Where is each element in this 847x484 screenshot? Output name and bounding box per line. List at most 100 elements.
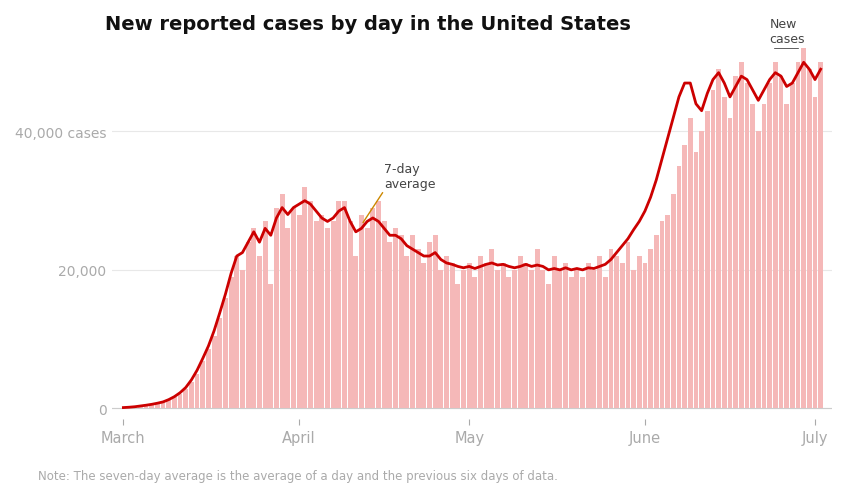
Bar [778,77,783,408]
Bar [688,119,693,408]
Bar [410,236,415,408]
Bar [427,242,432,408]
Bar [433,236,438,408]
Bar [353,257,358,408]
Bar [551,257,556,408]
Bar [268,284,274,408]
Bar [206,350,211,408]
Bar [643,263,647,408]
Bar [807,70,811,408]
Bar [761,105,767,408]
Bar [296,215,302,408]
Bar [291,208,296,408]
Bar [648,250,653,408]
Bar [382,222,386,408]
Bar [557,270,562,408]
Bar [342,201,347,408]
Bar [790,84,794,408]
Bar [529,270,534,408]
Bar [614,257,619,408]
Bar [399,236,403,408]
Bar [376,201,381,408]
Text: 7-day
average: 7-day average [385,163,435,191]
Bar [705,111,710,408]
Bar [240,270,245,408]
Bar [161,402,165,408]
Bar [461,270,466,408]
Bar [534,250,540,408]
Bar [280,195,285,408]
Bar [677,166,681,408]
Text: New
cases: New cases [770,18,805,46]
Bar [252,229,256,408]
Bar [478,257,483,408]
Bar [302,187,307,408]
Text: Note: The seven-day average is the average of a day and the previous six days of: Note: The seven-day average is the avera… [38,469,558,482]
Bar [682,146,687,408]
Bar [319,215,324,408]
Bar [325,229,329,408]
Bar [631,270,636,408]
Bar [138,407,143,408]
Bar [144,406,148,408]
Bar [439,270,443,408]
Bar [235,257,239,408]
Bar [608,250,613,408]
Bar [501,263,506,408]
Bar [189,382,194,408]
Bar [467,263,472,408]
Bar [450,263,455,408]
Bar [218,318,222,408]
Bar [387,242,392,408]
Bar [671,195,676,408]
Bar [422,263,426,408]
Bar [212,336,217,408]
Bar [801,49,806,408]
Bar [263,222,268,408]
Bar [728,119,733,408]
Bar [818,63,823,408]
Bar [308,201,313,408]
Bar [734,77,738,408]
Bar [784,105,789,408]
Bar [393,229,398,408]
Bar [518,257,523,408]
Bar [512,270,517,408]
Bar [546,284,551,408]
Bar [336,201,341,408]
Bar [591,270,596,408]
Bar [620,263,624,408]
Bar [404,257,409,408]
Bar [665,215,670,408]
Bar [586,263,590,408]
Bar [717,70,721,408]
Bar [484,263,489,408]
Bar [654,236,659,408]
Bar [223,298,228,408]
Bar [694,153,699,408]
Bar [507,277,512,408]
Bar [490,250,495,408]
Bar [274,208,279,408]
Bar [523,263,529,408]
Bar [773,63,778,408]
Bar [201,362,205,408]
Bar [574,270,579,408]
Bar [711,91,716,408]
Bar [722,98,727,408]
Bar [603,277,607,408]
Bar [540,270,545,408]
Bar [246,242,251,408]
Bar [456,284,460,408]
Bar [365,229,369,408]
Bar [416,250,421,408]
Bar [172,397,177,408]
Bar [330,222,335,408]
Bar [229,277,234,408]
Bar [569,277,573,408]
Bar [767,84,772,408]
Bar [348,222,352,408]
Bar [626,242,630,408]
Bar [597,257,602,408]
Text: New reported cases by day in the United States: New reported cases by day in the United … [105,15,631,34]
